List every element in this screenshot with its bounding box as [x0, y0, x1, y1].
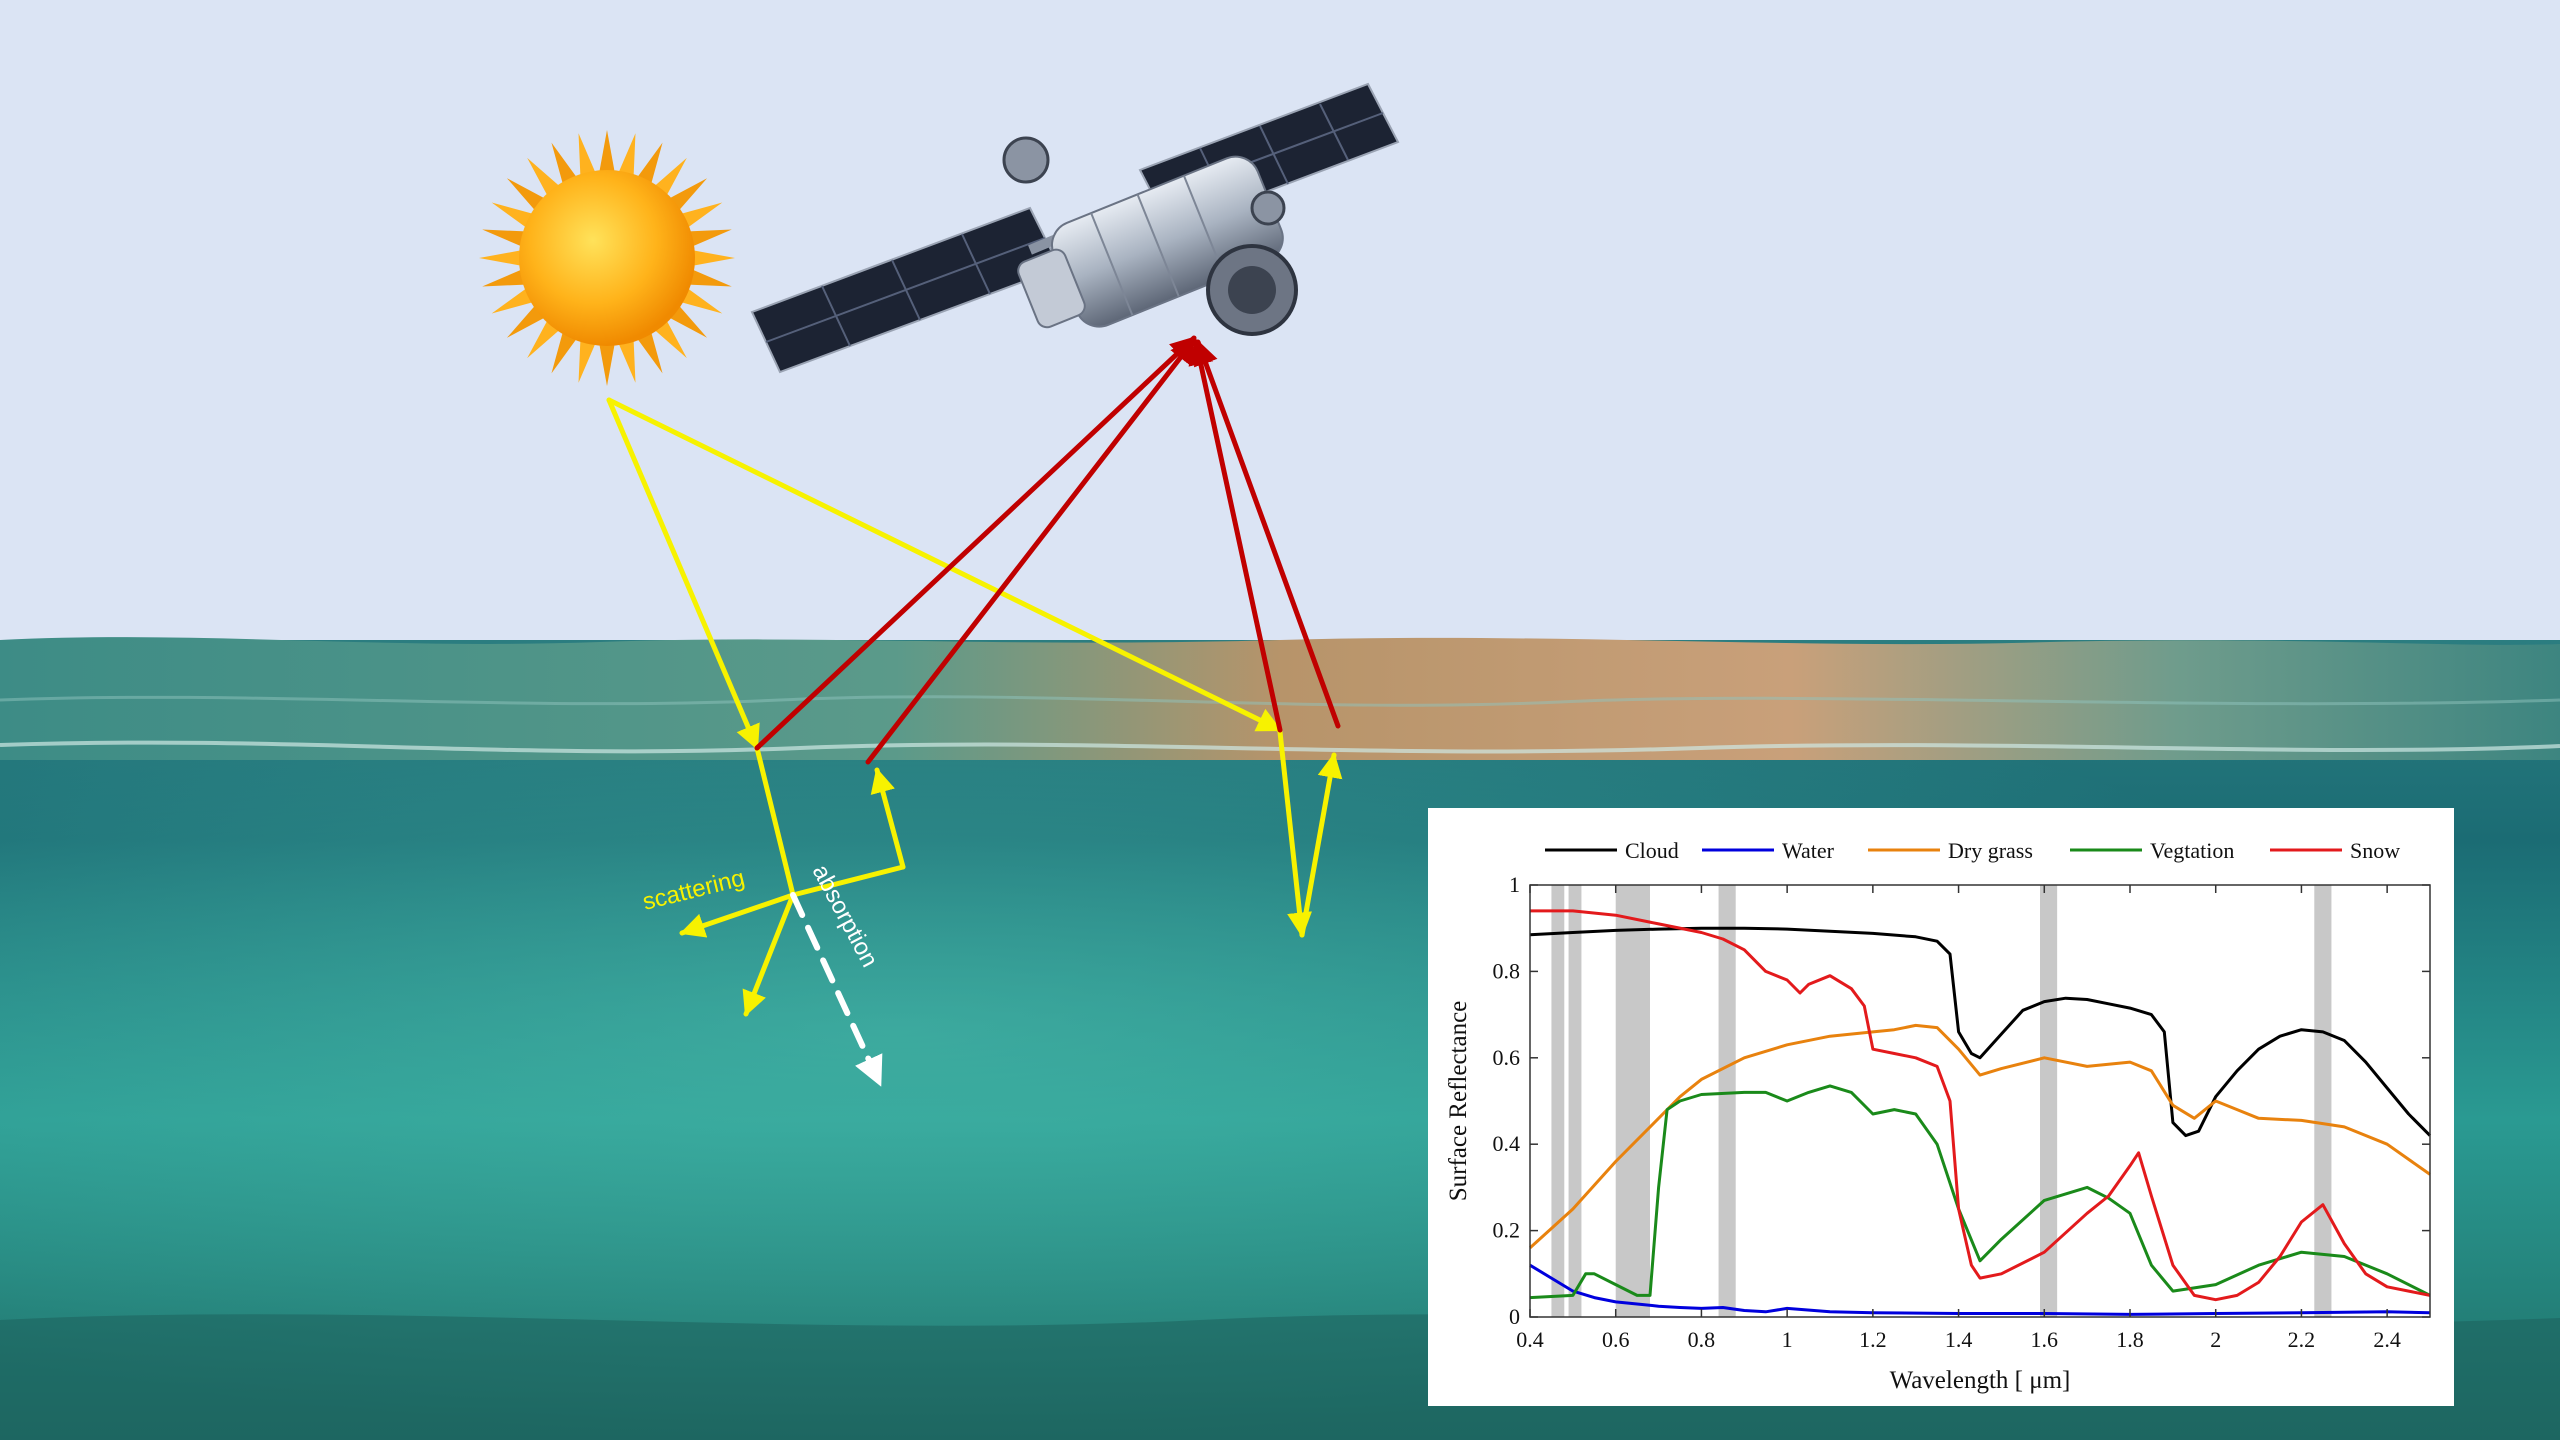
- series-line-water: [1529, 1263, 2431, 1316]
- satellite-icon: [750, 82, 1400, 374]
- shaded-band: [1718, 885, 1736, 1317]
- legend-item-vegtation: Vegtation: [2070, 838, 2234, 863]
- incident-ray-right: [606, 397, 1283, 733]
- x-tick-label: 1.2: [1859, 1327, 1887, 1352]
- x-tick-label: 2: [2210, 1327, 2221, 1352]
- light-rays: [606, 335, 1343, 1087]
- legend-label: Cloud: [1625, 838, 1679, 863]
- shaded-band: [2314, 885, 2332, 1317]
- reflectance-chart: 0.4 0.6 0.8 1 1.2 1.4 1.6 1.8 2 2.2 2.4 0 0.2 0.4 0.6 0…: [1428, 808, 2454, 1406]
- reflected-ray-1: [754, 335, 1197, 751]
- series-line-snow: [1530, 909, 2431, 1302]
- legend-label: Water: [1782, 838, 1835, 863]
- x-tick-label: 1: [1782, 1327, 1793, 1352]
- legend-item-dry-grass: Dry grass: [1868, 838, 2033, 863]
- y-tick-label: 0.2: [1493, 1218, 1521, 1243]
- series-line-vegtation: [1529, 1084, 2431, 1300]
- absorption-arrow: [790, 892, 883, 1087]
- chart-axes-frame: [1529, 884, 2431, 1318]
- x-tick-label: 0.8: [1688, 1327, 1716, 1352]
- incident-ray-left: [606, 397, 760, 751]
- shaded-band: [1568, 885, 1582, 1317]
- chart-background: [1428, 808, 2454, 1406]
- scatter-ray-right: [790, 864, 906, 898]
- chart-xlabel: Wavelength [ μm]: [1890, 1367, 2071, 1394]
- x-tick-label: 2.4: [2373, 1327, 2401, 1352]
- scatter-ray-down: [742, 892, 796, 1017]
- reflected-ray-4: [1193, 339, 1341, 729]
- legend-label: Dry grass: [1948, 838, 2033, 863]
- x-tick-label: 1.4: [1945, 1327, 1973, 1352]
- y-tick-label: 0.6: [1493, 1045, 1521, 1070]
- legend-item-snow: Snow: [2270, 838, 2400, 863]
- shaded-band: [2040, 885, 2058, 1317]
- legend-label: Vegtation: [2150, 838, 2234, 863]
- shaded-band: [1551, 885, 1565, 1317]
- legend-item-water: Water: [1702, 838, 1835, 863]
- sky-background: [0, 0, 2560, 660]
- y-tick-label: 1: [1509, 872, 1520, 897]
- series-line-cloud: [1529, 926, 2432, 1138]
- x-tick-label: 0.4: [1516, 1327, 1544, 1352]
- legend-item-cloud: Cloud: [1545, 838, 1679, 863]
- x-tick-label: 0.6: [1602, 1327, 1630, 1352]
- y-tick-label: 0: [1509, 1304, 1520, 1329]
- shaded-band: [1615, 885, 1650, 1317]
- reflected-ray-3: [1188, 339, 1283, 733]
- legend-label: Snow: [2350, 838, 2400, 863]
- scatter-ray-left: [679, 892, 796, 938]
- reflected-ray-2: [865, 337, 1197, 765]
- sun-icon: [479, 130, 735, 386]
- y-tick-label: 0.8: [1493, 958, 1521, 983]
- y-tick-label: 0.4: [1493, 1131, 1521, 1156]
- series-line-dry-grass: [1528, 1023, 2431, 1250]
- chart-ylabel: Surface Reflectance: [1445, 1001, 1472, 1202]
- x-tick-label: 1.6: [2031, 1327, 2059, 1352]
- x-tick-label: 2.2: [2288, 1327, 2316, 1352]
- x-tick-label: 1.8: [2116, 1327, 2144, 1352]
